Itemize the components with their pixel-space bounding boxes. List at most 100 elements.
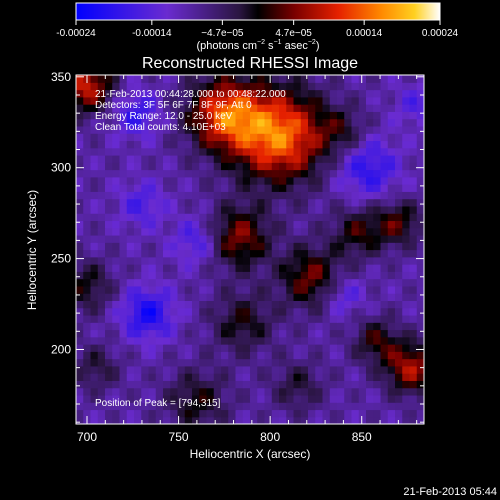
heatmap-cell [322,394,331,403]
heatmap-cell [148,75,157,83]
heatmap-cell [279,314,287,323]
heatmap-cell [148,234,157,243]
heatmap-cell [213,256,222,265]
heatmap-cell [163,82,171,91]
heatmap-cell [206,256,215,265]
heatmap-cell [402,227,411,236]
heatmap-cell [315,387,324,396]
heatmap-cell [163,147,171,156]
heatmap-cell [308,82,316,91]
heatmap-cell [177,234,186,243]
heatmap-cell [90,169,99,178]
heatmap-cell [395,89,403,98]
heatmap-cell [358,373,367,381]
heatmap-cell [337,213,345,222]
heatmap-cell [192,365,200,374]
heatmap-cell [112,314,121,323]
heatmap-cell [308,147,316,156]
heatmap-cell [322,307,331,316]
heatmap-cell [322,365,331,374]
heatmap-cell [112,133,121,142]
heatmap-cell [315,329,324,338]
heatmap-cell [141,344,150,352]
heatmap-cell [358,394,367,403]
heatmap-cell [380,176,389,185]
heatmap-cell [329,307,338,316]
heatmap-cell [163,293,171,301]
heatmap-cell [322,373,331,381]
heatmap-cell [344,344,353,352]
heatmap-cell [90,387,99,396]
heatmap-cell [264,344,273,352]
heatmap-cell [213,96,222,105]
colorbar-ticks: -0.00024 -0.00014 −4.7e−05 4.7e−05 0.00014 0.… [56,20,459,39]
heatmap-cell [126,75,135,83]
heatmap-cell [380,387,389,396]
heatmap-cell [315,133,324,142]
heatmap-cell [329,191,338,200]
heatmap-cell [76,125,84,134]
heatmap-cell [329,104,338,112]
heatmap-cell [279,111,287,120]
heatmap-cell [134,278,142,287]
heatmap-cell [177,264,186,272]
heatmap-cell [366,96,374,105]
heatmap-cell [141,416,150,424]
heatmap-cell [279,336,287,345]
heatmap-cell [358,133,367,142]
heatmap-cell [83,314,92,323]
heatmap-cell [184,133,193,142]
heatmap-cell [395,191,403,200]
heatmap-cell [402,256,411,265]
heatmap-cell [177,256,186,265]
heatmap-cell [373,358,382,367]
heatmap-cell [134,314,142,323]
heatmap-cell [329,169,338,178]
heatmap-cell [206,118,215,127]
heatmap-cell [279,329,287,338]
heatmap-cell [163,125,171,134]
heatmap-cell [177,336,186,345]
heatmap-cell [76,416,84,424]
heatmap-cell [170,285,179,294]
heatmap-cell [402,344,411,352]
heatmap-cell [141,75,150,83]
heatmap-cell [155,220,164,229]
heatmap-cell [329,205,338,214]
heatmap-cell [366,314,374,323]
heatmap-cell [112,256,121,265]
heatmap-cell [76,184,84,192]
heatmap-cell [322,285,331,294]
heatmap-cell [141,373,150,381]
heatmap-cell [250,249,258,258]
heatmap-cell [416,227,424,236]
heatmap-cell [199,118,208,127]
heatmap-cell [293,365,302,374]
heatmap-cell [97,264,106,272]
heatmap-cell [170,344,179,352]
heatmap-cell [141,147,150,156]
heatmap-cell [90,147,99,156]
heatmap-cell [112,147,121,156]
heatmap-cell [235,111,244,120]
heatmap-cell [402,394,411,403]
heatmap-cell [235,234,244,243]
heatmap-cell [366,125,374,134]
heatmap-cell [373,133,382,142]
heatmap-cell [235,125,244,134]
heatmap-cell [221,409,229,418]
heatmap-cell [257,409,266,418]
heatmap-cell [83,125,92,134]
heatmap-cell [148,329,157,338]
heatmap-cell [213,314,222,323]
heatmap-cell [192,329,200,338]
heatmap-cell [358,256,367,265]
heatmap-cell [141,307,150,316]
heatmap-cell [402,322,411,331]
heatmap-cell [90,394,99,403]
heatmap-cell [387,184,396,192]
heatmap-cell [170,380,179,389]
heatmap-cell [177,285,186,294]
heatmap-cell [308,111,316,120]
